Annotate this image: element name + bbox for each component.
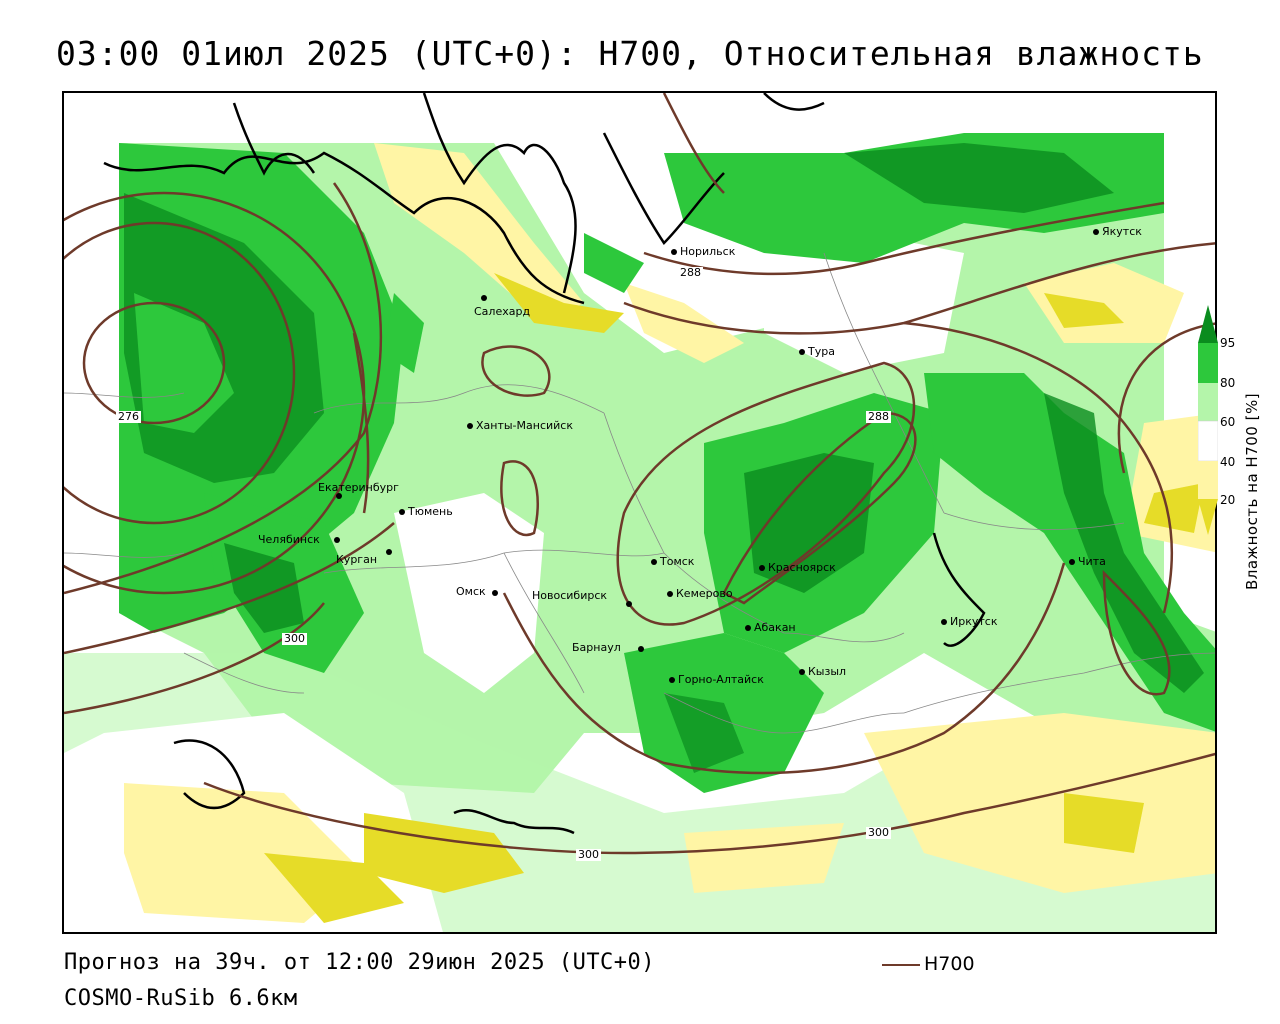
- city-kyzyl: Кызыл: [799, 665, 846, 678]
- humidity-field: [64, 133, 1215, 932]
- city-krasnoyarsk: Красноярск: [759, 561, 836, 574]
- city-abakan: Абакан: [745, 621, 796, 634]
- city-norilsk: Норильск: [671, 245, 735, 258]
- city-yakutsk: Якутск: [1093, 225, 1142, 238]
- city-tomsk: Томск: [651, 555, 694, 568]
- city-khanty-mansiysk: Ханты-Мансийск: [467, 419, 573, 432]
- colorbar-tick: 60: [1220, 415, 1236, 429]
- contour-label: 276: [116, 410, 141, 423]
- contour-label: 300: [866, 826, 891, 839]
- city-chelyabinsk: Челябинск: [258, 533, 340, 546]
- h700-legend-label: H700: [924, 953, 975, 975]
- city-gorno-altaysk: Горно-Алтайск: [669, 673, 764, 686]
- model-name: COSMO-RuSib 6.6км: [64, 986, 298, 1011]
- chart-title: 03:00 01июл 2025 (UTC+0): H700, Относите…: [56, 34, 1204, 73]
- colorbar-title: Влажность на H700 [%]: [1243, 392, 1261, 590]
- city-kurgan: Курган: [336, 549, 392, 566]
- colorbar-tick: 20: [1220, 493, 1236, 507]
- forecast-info: Прогноз на 39ч. от 12:00 29июн 2025 (UTC…: [64, 950, 656, 975]
- h700-contours: [64, 93, 1215, 855]
- colorbar: [1198, 305, 1218, 535]
- contour-label: 288: [866, 410, 891, 423]
- city-tura: Тура: [799, 345, 835, 358]
- city-yekaterinburg: Екатеринбург: [318, 481, 399, 499]
- city-chita: Чита: [1069, 555, 1106, 568]
- contour-label: 288: [678, 266, 703, 279]
- city-salekhard: Салехард: [474, 295, 530, 318]
- city-novosibirsk: Новосибирск: [532, 589, 632, 607]
- contour-label: 300: [576, 848, 601, 861]
- city-tyumen: Тюмень: [399, 505, 453, 518]
- city-barnaul: Барнаул: [572, 641, 644, 654]
- map-canvas: [64, 93, 1215, 932]
- coastlines: [103, 93, 986, 835]
- contour-label: 300: [282, 632, 307, 645]
- city-kemerovo: Кемерово: [667, 587, 733, 600]
- colorbar-tick: 80: [1220, 376, 1236, 390]
- map-area: 276 288 288 300 300 300 Норильск Якутск …: [62, 91, 1217, 934]
- city-irkutsk: Иркутск: [941, 615, 997, 628]
- city-omsk: Омск: [456, 585, 498, 598]
- h700-legend-line: [882, 964, 920, 966]
- colorbar-tick: 95: [1220, 336, 1236, 350]
- admin-borders: [64, 252, 1215, 734]
- colorbar-tick: 40: [1220, 455, 1236, 469]
